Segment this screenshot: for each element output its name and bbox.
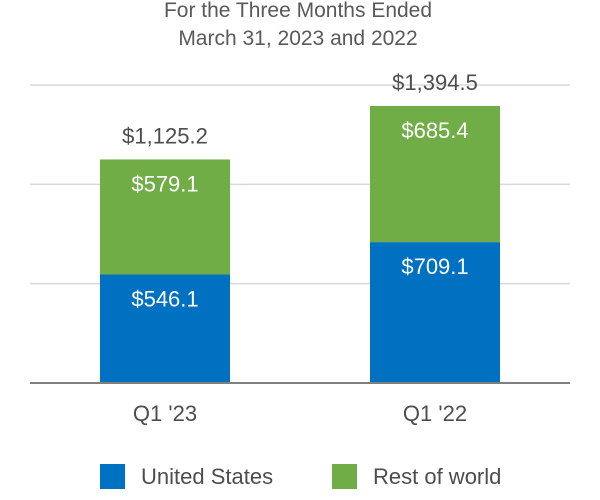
legend: United States Rest of world (100, 464, 501, 489)
bars: $546.1 $579.1 $1,125.2 $709.1 $685.4 $1,394.5 (100, 70, 500, 383)
bar-segment-value-label: $546.1 (131, 287, 198, 312)
legend-item: United States (100, 464, 273, 489)
legend-label: United States (141, 464, 273, 489)
x-tick-label: Q1 '22 (403, 401, 467, 426)
bar-segment-united-states (370, 242, 500, 383)
legend-label: Rest of world (373, 464, 501, 489)
bar-segment-value-label: $709.1 (401, 254, 468, 279)
x-axis-tick-labels: Q1 '23 Q1 '22 (133, 401, 467, 426)
legend-item: Rest of world (332, 464, 501, 489)
chart-title: For the Three Months Ended March 31, 202… (164, 0, 432, 50)
legend-swatch (100, 464, 125, 489)
chart-title-line-1: For the Three Months Ended (164, 0, 432, 22)
bar-total-label: $1,394.5 (392, 70, 478, 95)
bar-segment-rest-of-world (370, 105, 500, 243)
bar-group: $709.1 $685.4 $1,394.5 (370, 70, 500, 383)
bar-segment-value-label: $579.1 (131, 171, 198, 196)
bar-segment-value-label: $685.4 (401, 118, 468, 143)
x-tick-label: Q1 '23 (133, 401, 197, 426)
bar-segment-rest-of-world (100, 159, 230, 275)
bar-total-label: $1,125.2 (122, 123, 208, 148)
bar-segment-united-states (100, 274, 230, 383)
chart-title-line-2: March 31, 2023 and 2022 (178, 27, 417, 50)
bar-group: $546.1 $579.1 $1,125.2 (100, 123, 230, 383)
legend-swatch (332, 464, 357, 489)
